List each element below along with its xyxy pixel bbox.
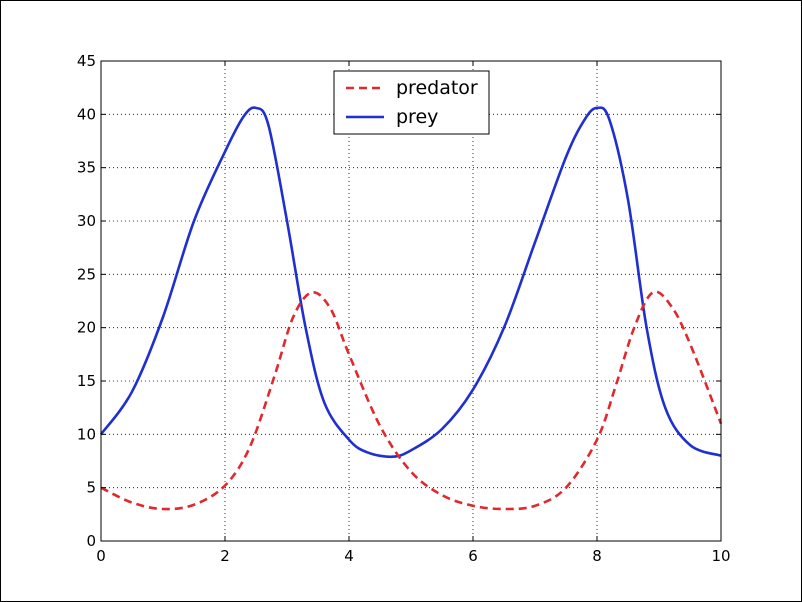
legend-box (333, 70, 490, 135)
series-line-prey (99, 106, 722, 459)
x-tick-label: 10 (711, 547, 730, 565)
legend-label-predator: predator (396, 77, 478, 99)
series-line-predator (100, 290, 723, 511)
x-tick-label: 4 (344, 547, 354, 565)
legend-label-prey: prey (396, 106, 438, 128)
y-tick-label: 30 (77, 212, 96, 230)
x-tick-label: 6 (468, 547, 478, 565)
y-tick-label: 5 (86, 479, 96, 497)
x-tick-label: 8 (592, 547, 602, 565)
y-tick-label: 40 (77, 105, 96, 123)
y-tick-label: 35 (77, 159, 96, 177)
plot-area (100, 60, 722, 542)
y-tick-label: 10 (77, 425, 96, 443)
legend: predator prey (333, 70, 490, 135)
x-tick-label: 2 (220, 547, 230, 565)
y-tick-label: 15 (77, 372, 96, 390)
series-layer (99, 106, 723, 511)
y-tick-label: 25 (77, 265, 96, 283)
y-tick-label: 20 (77, 319, 96, 337)
y-tick-label: 0 (86, 532, 96, 550)
y-tick-label: 45 (77, 52, 96, 70)
x-tick-label: 0 (96, 547, 106, 565)
axis-ticks: 0 2 4 6 8 10 0 5 10 15 20 25 30 35 40 45 (77, 52, 731, 565)
